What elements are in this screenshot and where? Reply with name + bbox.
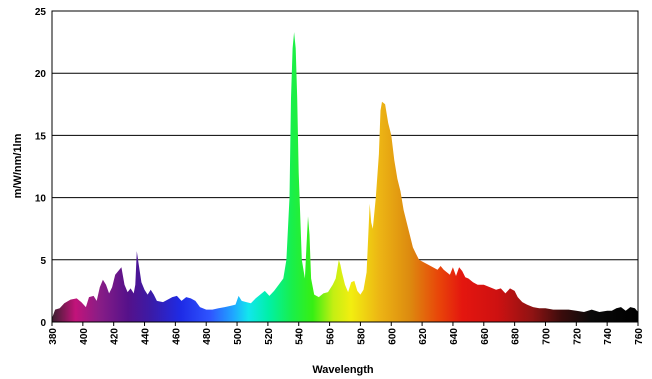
y-tick-label: 5 <box>40 256 46 267</box>
gridlines <box>52 72 638 261</box>
y-axis-title: m/W/nm/1lm <box>12 133 24 198</box>
plot-frame <box>51 10 639 323</box>
y-axis-ticks: 0 5 10 15 20 25 <box>35 7 47 329</box>
x-tick-label: 380 <box>48 328 59 345</box>
x-tick-label: 740 <box>603 328 614 345</box>
y-tick-label: 0 <box>40 318 46 329</box>
x-tick-label: 420 <box>110 328 121 345</box>
x-axis-title: Wavelength <box>312 364 374 376</box>
x-tick-label: 540 <box>295 328 306 345</box>
x-tick-label: 460 <box>171 328 182 345</box>
x-tick-label: 560 <box>326 328 337 345</box>
x-tick-label: 660 <box>480 328 491 345</box>
x-tick-label: 700 <box>541 328 552 345</box>
spectrum-area <box>52 32 638 322</box>
x-tick-label: 620 <box>418 328 429 345</box>
x-tick-label: 400 <box>79 328 90 345</box>
x-tick-label: 760 <box>634 328 645 345</box>
x-tick-label: 680 <box>511 328 522 345</box>
x-tick-label: 480 <box>202 328 213 345</box>
x-tick-label: 720 <box>572 328 583 345</box>
x-tick-label: 600 <box>387 328 398 345</box>
x-tick-label: 440 <box>141 328 152 345</box>
x-tick-label: 520 <box>264 328 275 345</box>
y-tick-label: 10 <box>35 194 47 205</box>
y-tick-label: 20 <box>35 69 47 80</box>
x-tick-label: 500 <box>233 328 244 345</box>
x-axis-ticks: 380 400 420 440 460 480 500 520 540 560 580 600 620 6… <box>48 322 645 345</box>
y-tick-label: 15 <box>35 131 47 142</box>
x-tick-label: 640 <box>449 328 460 345</box>
y-tick-label: 25 <box>35 7 47 18</box>
x-tick-label: 580 <box>356 328 367 345</box>
